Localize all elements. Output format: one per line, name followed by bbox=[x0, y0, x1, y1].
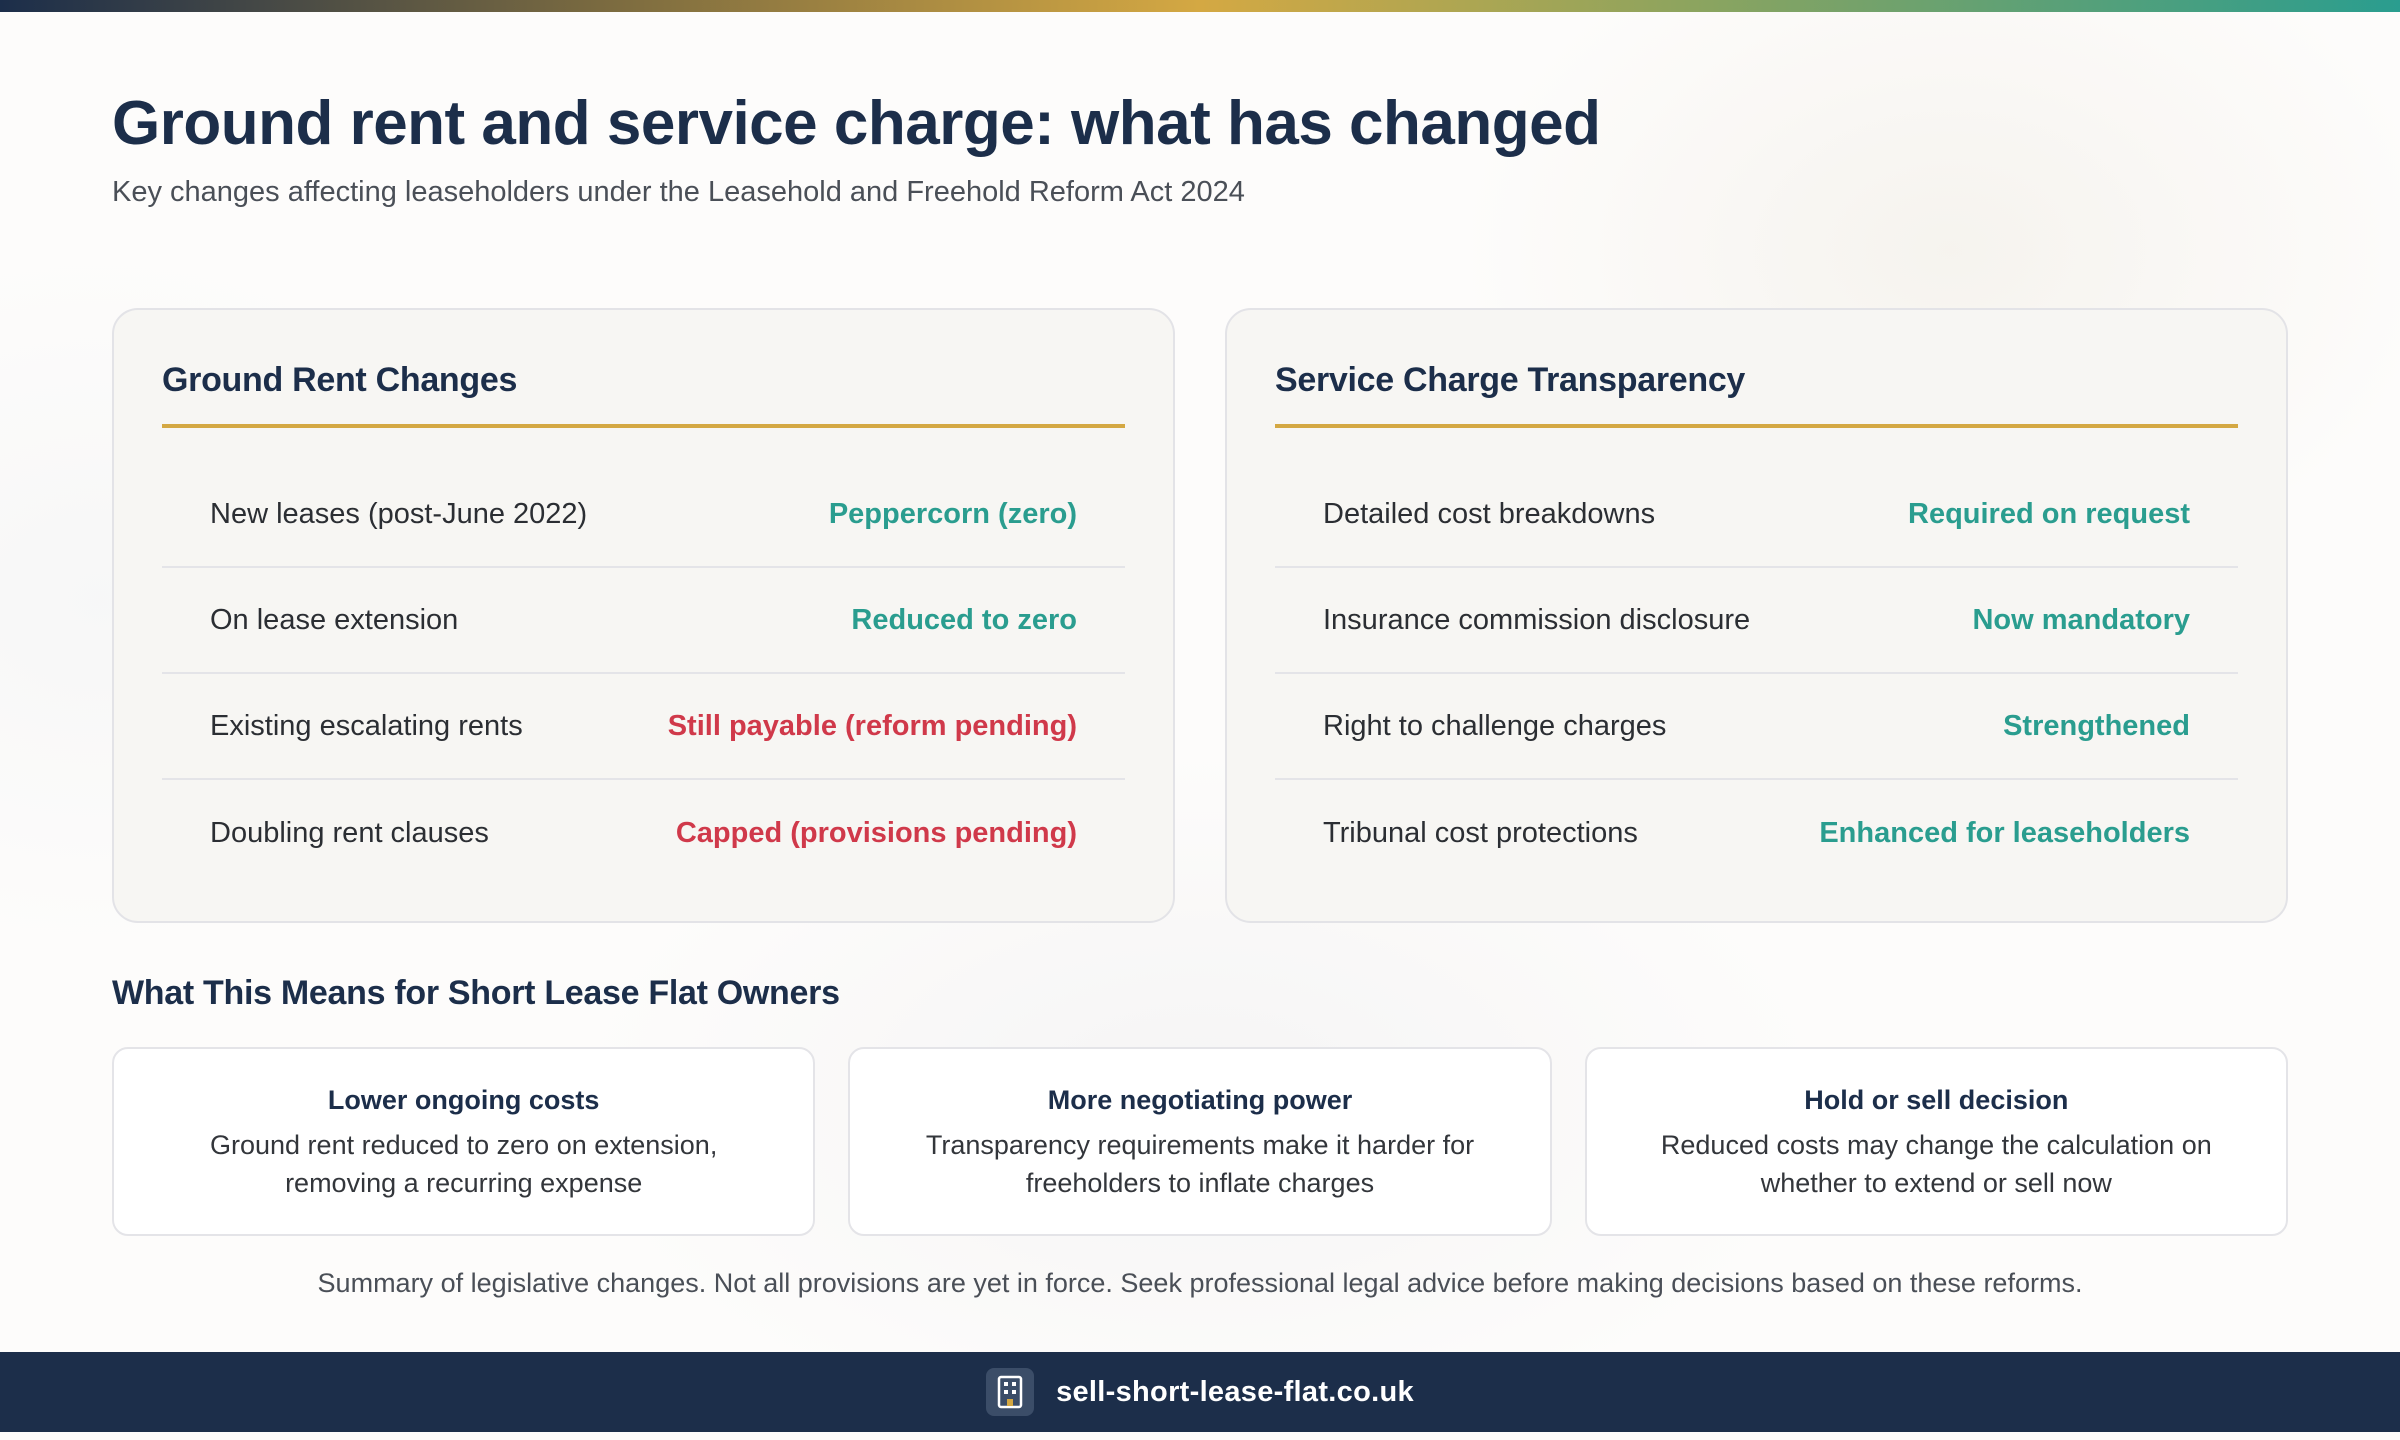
row-label: Doubling rent clauses bbox=[210, 816, 489, 849]
row-label: Detailed cost breakdowns bbox=[1323, 497, 1656, 530]
row-label: Existing escalating rents bbox=[210, 709, 523, 742]
ground-rent-card-title: Ground Rent Changes bbox=[162, 358, 1125, 428]
row-value: Strengthened bbox=[2003, 709, 2190, 742]
row-value: Required on request bbox=[1908, 497, 2190, 530]
ground-rent-row: New leases (post-June 2022) Peppercorn (… bbox=[162, 462, 1125, 568]
row-label: Right to challenge charges bbox=[1323, 709, 1667, 742]
impact-card: Lower ongoing costs Ground rent reduced … bbox=[112, 1047, 816, 1236]
impact-description: Reduced costs may change the calculation… bbox=[1660, 1129, 2212, 1198]
row-value: Now mandatory bbox=[1972, 603, 2190, 636]
service-charge-row: Tribunal cost protections Enhanced for l… bbox=[1275, 780, 2238, 886]
page-subtitle: Key changes affecting leaseholders under… bbox=[112, 176, 1245, 208]
footer-domain-link[interactable]: sell-short-lease-flat.co.uk bbox=[1056, 1375, 1414, 1408]
ground-rent-row: Existing escalating rents Still payable … bbox=[162, 674, 1125, 780]
row-label: Tribunal cost protections bbox=[1323, 816, 1638, 849]
row-label: Insurance commission disclosure bbox=[1323, 603, 1751, 636]
impact-card: Hold or sell decision Reduced costs may … bbox=[1584, 1047, 2288, 1236]
footer-bar: sell-short-lease-flat.co.uk bbox=[0, 1352, 2400, 1432]
row-value: Enhanced for leaseholders bbox=[1819, 816, 2190, 849]
row-value: Reduced to zero bbox=[851, 603, 1077, 636]
service-charge-row: Detailed cost breakdowns Required on req… bbox=[1275, 462, 2238, 568]
disclaimer: Summary of legislative changes. Not all … bbox=[317, 1268, 2083, 1298]
service-charge-card: Service Charge Transparency Detailed cos… bbox=[1225, 308, 2288, 923]
page-header: Ground rent and service charge: what has… bbox=[112, 88, 1601, 210]
impact-title: Hold or sell decision bbox=[1804, 1084, 2069, 1115]
row-value: Still payable (reform pending) bbox=[667, 709, 1077, 742]
impact-card: More negotiating power Transparency requ… bbox=[848, 1047, 1552, 1236]
building-icon bbox=[986, 1368, 1035, 1416]
impacts-list: Lower ongoing costs Ground rent reduced … bbox=[112, 1047, 2288, 1236]
ground-rent-row: Doubling rent clauses Capped (provisions… bbox=[162, 780, 1125, 886]
row-label: On lease extension bbox=[210, 603, 459, 636]
row-label: New leases (post-June 2022) bbox=[210, 497, 588, 530]
row-value: Capped (provisions pending) bbox=[675, 816, 1077, 849]
row-value: Peppercorn (zero) bbox=[828, 497, 1077, 530]
service-charge-card-title: Service Charge Transparency bbox=[1275, 358, 2238, 428]
ground-rent-card: Ground Rent Changes New leases (post-Jun… bbox=[112, 308, 1175, 923]
service-charge-row: Insurance commission disclosure Now mand… bbox=[1275, 568, 2238, 674]
service-charge-rows: Detailed cost breakdowns Required on req… bbox=[1275, 462, 2238, 886]
impacts-heading: What This Means for Short Lease Flat Own… bbox=[112, 974, 840, 1012]
service-charge-row: Right to challenge charges Strengthened bbox=[1275, 674, 2238, 780]
top-gradient-bar bbox=[0, 0, 2400, 12]
impact-description: Transparency requirements make it harder… bbox=[925, 1129, 1475, 1198]
ground-rent-rows: New leases (post-June 2022) Peppercorn (… bbox=[162, 462, 1125, 886]
ground-rent-row: On lease extension Reduced to zero bbox=[162, 568, 1125, 674]
page-title: Ground rent and service charge: what has… bbox=[112, 89, 1601, 158]
impact-title: More negotiating power bbox=[1047, 1084, 1353, 1115]
impact-title: Lower ongoing costs bbox=[327, 1084, 600, 1115]
impact-description: Ground rent reduced to zero on extension… bbox=[210, 1129, 718, 1198]
